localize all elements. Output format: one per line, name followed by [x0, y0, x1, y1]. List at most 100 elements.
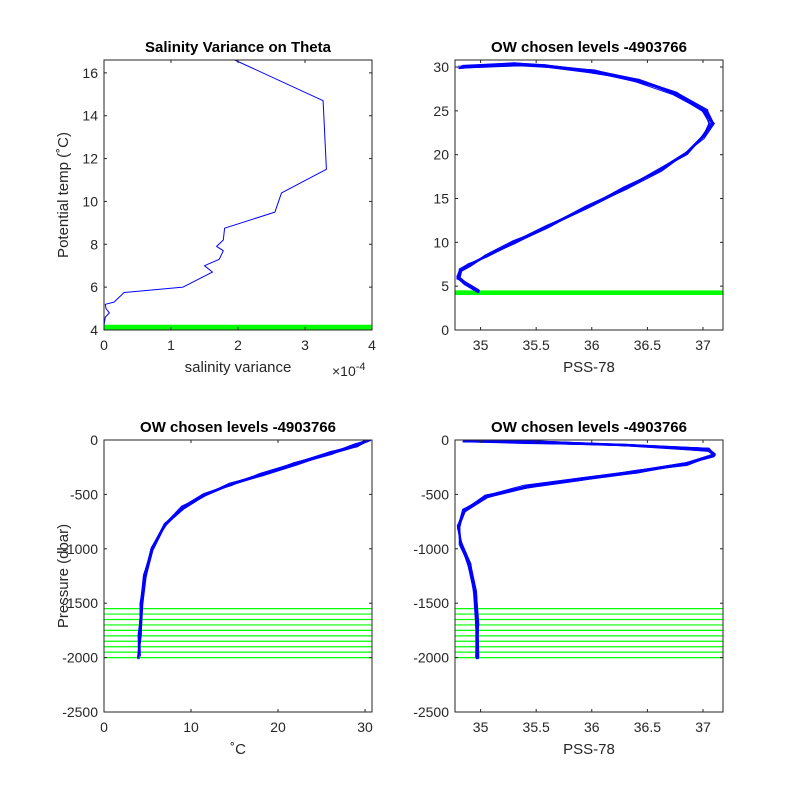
reference-levels [455, 290, 723, 296]
y-tick-label: -2000 [413, 650, 449, 666]
profile-line-variant [137, 440, 370, 657]
y-tick-label: 25 [433, 103, 449, 119]
profile-line-variant [456, 64, 714, 292]
reference-levels [455, 608, 723, 659]
profile-line-variant [458, 440, 715, 659]
y-tick-label: 0 [441, 432, 449, 448]
y-tick-label: -2500 [413, 704, 449, 720]
y-tick-label: 10 [82, 193, 98, 209]
chart-title: OW chosen levels -4903766 [491, 419, 687, 436]
profile-line-variant [137, 440, 369, 657]
y-tick-label: -2000 [62, 650, 98, 666]
profile-series [104, 60, 327, 326]
x-tick-label: 0 [100, 337, 108, 353]
x-exponent-power: -4 [356, 361, 366, 373]
x-tick-label: 36 [584, 719, 600, 735]
chart-title: Salinity Variance on Theta [145, 39, 332, 56]
reference-levels [104, 608, 372, 659]
y-tick-label: 15 [433, 191, 449, 207]
profile-line-variant [459, 65, 711, 291]
y-tick-label: -1000 [413, 541, 449, 557]
profile-line-variant [138, 440, 369, 657]
y-tick-label: 30 [433, 59, 449, 75]
x-tick-label: 35 [473, 337, 489, 353]
profile-line-variant [457, 62, 715, 292]
profile-line-variant [138, 440, 367, 658]
profile-line-variant [457, 64, 712, 292]
y-tick-label: 16 [82, 65, 98, 81]
axes-box [103, 439, 373, 713]
y-tick-label: -500 [421, 486, 449, 502]
x-tick-label: 4 [368, 337, 376, 353]
profile-line-variant [459, 440, 715, 659]
y-tick-label: 0 [441, 322, 449, 338]
chart-title: OW chosen levels -4903766 [491, 39, 687, 56]
profile-series [137, 440, 372, 660]
profile-line-variant [139, 440, 370, 657]
x-tick-label: 20 [270, 719, 286, 735]
y-axis-label: Potential temp (˚C) [55, 132, 72, 258]
profile-line-variant [137, 440, 368, 657]
x-tick-label: 2 [234, 337, 242, 353]
axes-box [454, 59, 724, 331]
profile-line-variant [138, 440, 370, 660]
profile-line-variant [457, 64, 714, 292]
x-tick-label: 36.5 [634, 719, 661, 735]
profile-line-variant [458, 440, 714, 657]
profile-line-variant [457, 62, 713, 291]
profile-line-variant [137, 440, 370, 660]
profile-line-variant [458, 440, 714, 660]
axes-box [454, 439, 724, 713]
y-tick-label: -1000 [62, 541, 98, 557]
x-tick-label: 0 [100, 719, 108, 735]
chart-panel-2: 35 35.5 36 36.5 37 0 5 10 15 20 25 30 OW chosen leve… [433, 39, 724, 376]
x-tick-label: 35.5 [523, 337, 550, 353]
x-tick-label: 3 [301, 337, 309, 353]
profile-line-variant [459, 63, 714, 293]
y-tick-label: -2500 [62, 704, 98, 720]
x-tick-label: 10 [183, 719, 199, 735]
profile-line-variant [457, 64, 710, 292]
y-tick-label: 8 [90, 236, 98, 252]
x-tick-label: 36.5 [634, 337, 661, 353]
chart-title: OW chosen levels -4903766 [140, 419, 336, 436]
chart-panel-4: 35 35.5 36 36.5 37 -2500 -2000 -1500 -1000 -500 0 O… [413, 419, 724, 758]
profile-line-variant [458, 440, 716, 659]
profile-line-variant [456, 440, 714, 660]
y-tick-label: 0 [90, 432, 98, 448]
x-tick-label: 37 [695, 337, 711, 353]
y-tick-label: 4 [90, 322, 98, 338]
profile-line-variant [456, 62, 714, 293]
y-tick-label: 10 [433, 234, 449, 250]
x-tick-label: 35.5 [523, 719, 550, 735]
y-tick-label: -1500 [413, 595, 449, 611]
x-exponent-label: ×10-4 [332, 361, 366, 379]
y-tick-label: 12 [82, 151, 98, 167]
y-tick-label: 6 [90, 279, 98, 295]
x-tick-label: 37 [695, 719, 711, 735]
profile-line-variant [457, 64, 715, 294]
profile-line-variant [457, 440, 714, 659]
x-tick-label: 1 [167, 337, 175, 353]
x-tick-label: 36 [584, 337, 600, 353]
profile-line-variant [456, 64, 713, 291]
profile-line [457, 63, 713, 292]
profile-line-variant [458, 63, 713, 294]
y-tick-label: -1500 [62, 595, 98, 611]
chart-panel-3: 0 10 20 30 -2500 -2000 -1500 -1000 -500 0 OW chose… [55, 419, 373, 758]
x-axis-label: ˚C [230, 741, 246, 758]
profile-line-variant [456, 64, 710, 292]
y-tick-label: 5 [441, 278, 449, 294]
axes-box [103, 59, 373, 331]
x-axis-label: PSS-78 [563, 359, 615, 376]
y-tick-label: 20 [433, 147, 449, 163]
profile-line [104, 60, 327, 326]
x-tick-label: 35 [473, 719, 489, 735]
profile-line-variant [137, 440, 369, 659]
y-axis-label: Pressure (dbar) [55, 524, 72, 628]
profile-series [456, 62, 715, 294]
y-tick-label: 14 [82, 108, 98, 124]
